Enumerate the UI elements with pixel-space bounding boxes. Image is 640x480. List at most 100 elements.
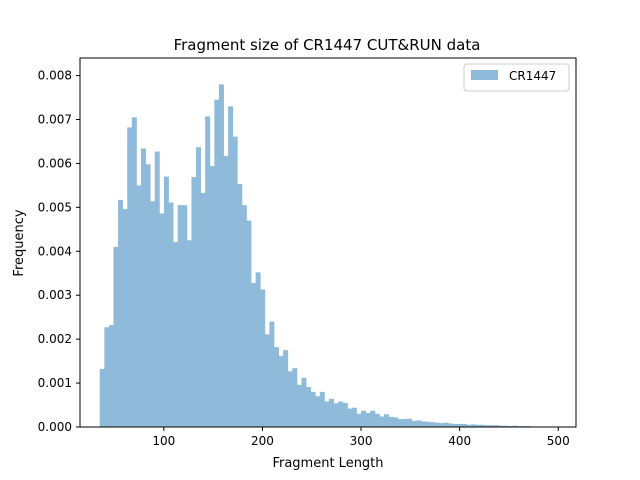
histogram-bar (324, 401, 330, 427)
histogram-bar (393, 417, 399, 427)
x-tick-label: 400 (448, 434, 471, 448)
histogram-bar (232, 136, 238, 427)
histogram-bar (228, 106, 234, 427)
histogram-bar (489, 425, 495, 427)
histogram-bar (374, 413, 380, 427)
histogram-bar (306, 387, 312, 427)
histogram-bar (406, 418, 412, 427)
histogram-bar (351, 407, 357, 427)
histogram-bar (296, 384, 302, 427)
y-tick-label: 0.002 (38, 332, 72, 346)
histogram-bar (416, 420, 422, 427)
histogram-bar (145, 164, 151, 427)
histogram-bar (379, 416, 385, 427)
x-tick-label: 300 (350, 434, 373, 448)
histogram-bar (475, 424, 481, 427)
y-tick-label: 0.004 (38, 244, 72, 258)
histogram-bar (283, 350, 289, 428)
histogram-bar (260, 289, 266, 427)
histogram-bar (168, 202, 174, 427)
x-axis-ticks: 100 200 300 400 500 (152, 427, 570, 448)
histogram-bar (196, 147, 201, 427)
histogram-bar (310, 391, 316, 427)
histogram-bar (118, 199, 124, 427)
histogram-bar (186, 240, 192, 427)
x-axis-label: Fragment Length (272, 456, 383, 471)
histogram-bar (127, 127, 133, 427)
histogram-bar (461, 423, 467, 427)
histogram-bar (173, 242, 179, 427)
histogram-bar (342, 402, 348, 427)
histogram-bar (273, 347, 279, 427)
histogram-bar (457, 423, 463, 427)
histogram-bar (356, 413, 362, 427)
axes-frame (79, 57, 577, 428)
legend-label: CR1447 (509, 69, 556, 83)
y-tick-label: 0.007 (38, 113, 72, 127)
y-axis-ticks: 0.000 0.001 0.002 0.003 0.004 0.005 0.006 0.007… (38, 69, 80, 434)
histogram-bar (287, 371, 293, 427)
y-tick-label: 0.008 (38, 69, 72, 83)
histogram-bar (365, 412, 371, 427)
histogram-bar (503, 425, 509, 427)
histogram-bar (131, 117, 137, 428)
histogram-bar (480, 424, 486, 427)
histogram-bar (443, 422, 449, 427)
y-tick-label: 0.003 (38, 288, 72, 302)
histogram-bar (512, 425, 518, 427)
legend-swatch (471, 70, 498, 80)
histogram-bar (150, 201, 156, 427)
bars-group (99, 84, 559, 428)
histogram-bar (397, 419, 403, 427)
histogram-bar (388, 416, 394, 427)
histogram-bar (113, 246, 119, 427)
x-tick-label: 500 (547, 434, 570, 448)
histogram-bar (104, 327, 110, 427)
histogram-bar (251, 282, 257, 427)
histogram-bar (264, 334, 270, 427)
histogram-bar (301, 377, 307, 427)
histogram-bar (319, 391, 325, 427)
histogram-bar (333, 403, 339, 427)
histogram-bar (241, 205, 247, 427)
histogram-bar (108, 325, 114, 427)
histogram-bar (218, 84, 224, 428)
histogram-bar (498, 425, 504, 427)
y-tick-label: 0.006 (38, 156, 72, 170)
histogram-bar (209, 166, 215, 427)
histogram-bar (471, 424, 477, 427)
histogram-bar (214, 99, 220, 427)
histogram-bar (191, 177, 197, 427)
chart-title: Fragment size of CR1447 CUT&RUN data (174, 36, 481, 54)
histogram-bar (384, 414, 389, 427)
histogram-bar (255, 272, 261, 427)
histogram-bar (411, 420, 417, 427)
histogram-bar (402, 419, 408, 427)
histogram-bar (370, 410, 376, 427)
histogram-bar (136, 185, 142, 427)
histogram-bar (278, 355, 284, 427)
histogram-bar (246, 220, 252, 427)
histogram-bar (448, 423, 454, 427)
histogram-bar (99, 369, 105, 427)
x-tick-label: 200 (251, 434, 274, 448)
histogram-bar (177, 205, 183, 427)
y-tick-label: 0.000 (38, 420, 72, 434)
histogram-bar (439, 423, 445, 427)
histogram-bar (182, 205, 188, 427)
histogram-bar (338, 401, 344, 427)
histogram-bar (347, 408, 353, 427)
histogram-bar (140, 148, 146, 428)
y-tick-label: 0.001 (38, 376, 72, 390)
histogram-bar (315, 396, 321, 427)
histogram-bar (205, 116, 211, 428)
y-axis-label: Frequency (12, 209, 27, 276)
histogram-bar (420, 421, 426, 427)
histogram-bar (429, 422, 435, 427)
y-tick-label: 0.005 (38, 200, 72, 214)
x-tick-label: 100 (152, 434, 175, 448)
histogram-bar (292, 368, 298, 427)
histogram-bar (425, 421, 431, 427)
histogram-bar (122, 209, 128, 427)
